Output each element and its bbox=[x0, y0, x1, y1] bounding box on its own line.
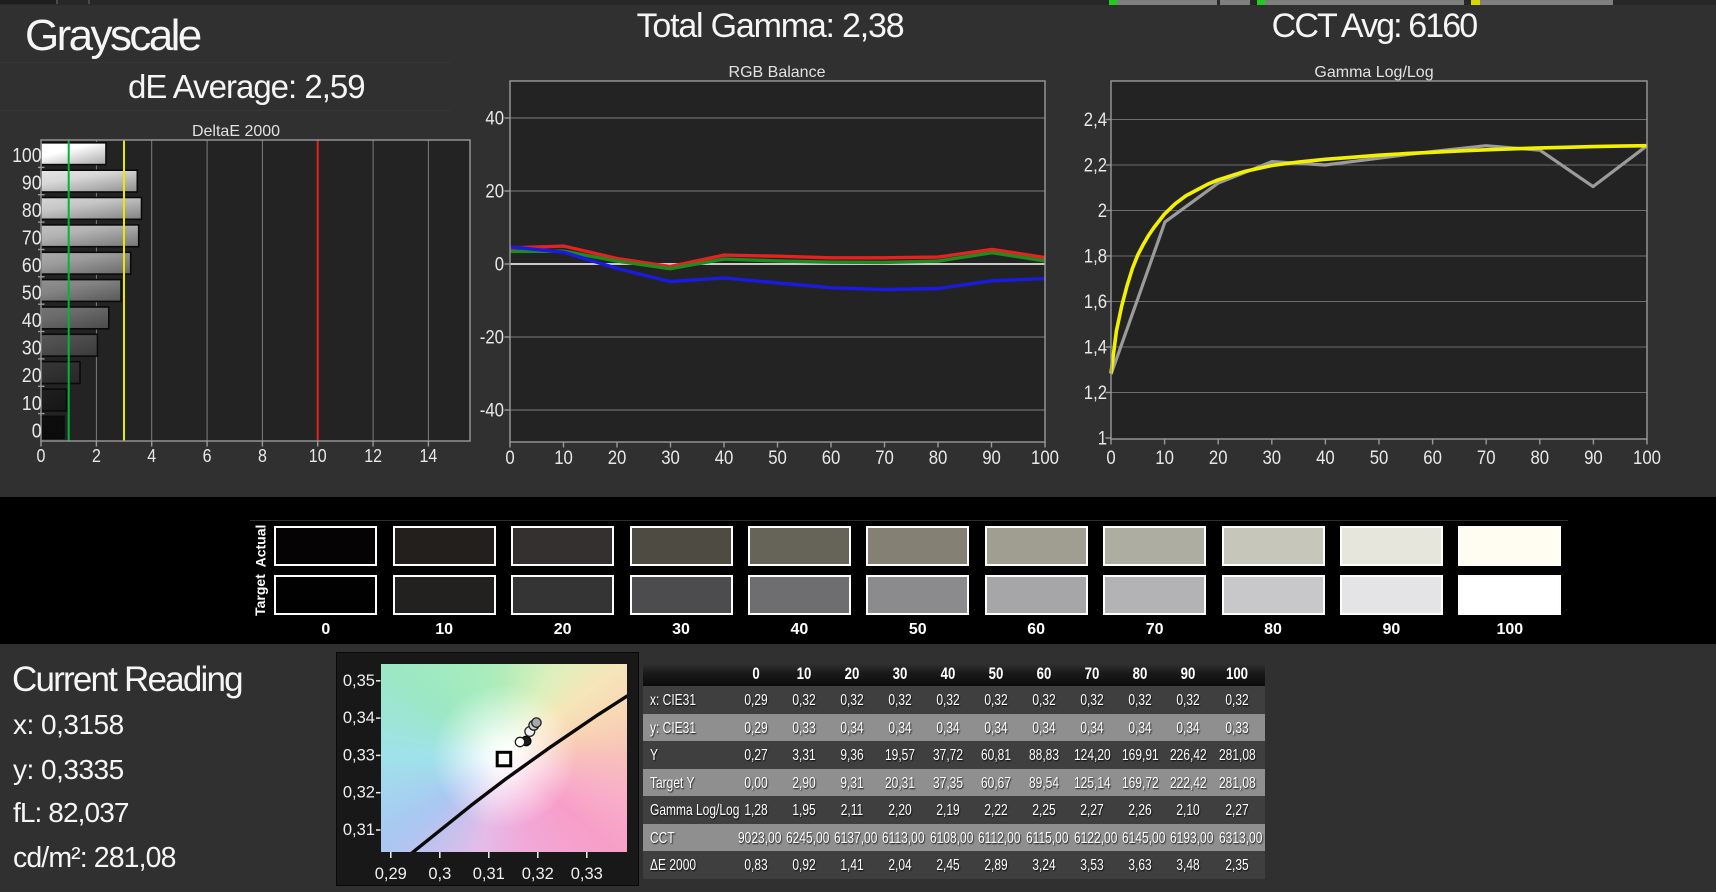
svg-text:20: 20 bbox=[1209, 448, 1228, 469]
svg-text:40: 40 bbox=[22, 310, 42, 332]
svg-text:1,4: 1,4 bbox=[1084, 338, 1108, 359]
svg-text:70: 70 bbox=[875, 448, 894, 469]
svg-text:10: 10 bbox=[1155, 448, 1174, 469]
svg-text:10: 10 bbox=[309, 446, 327, 466]
svg-text:60: 60 bbox=[22, 255, 42, 277]
svg-text:0,33: 0,33 bbox=[571, 865, 603, 883]
svg-text:10: 10 bbox=[22, 393, 42, 415]
svg-text:60: 60 bbox=[1423, 448, 1442, 469]
svg-text:Gamma Log/Log: Gamma Log/Log bbox=[1314, 64, 1433, 81]
svg-text:0,31: 0,31 bbox=[473, 865, 505, 883]
svg-text:1,6: 1,6 bbox=[1084, 292, 1107, 313]
svg-text:1,8: 1,8 bbox=[1084, 247, 1107, 268]
svg-text:90: 90 bbox=[982, 448, 1001, 469]
svg-text:1,2: 1,2 bbox=[1084, 383, 1107, 404]
svg-text:0,29: 0,29 bbox=[375, 865, 407, 883]
svg-text:100: 100 bbox=[1633, 448, 1661, 469]
svg-text:6: 6 bbox=[203, 446, 212, 466]
svg-text:0: 0 bbox=[505, 448, 514, 469]
svg-text:30: 30 bbox=[1263, 448, 1282, 469]
svg-text:2: 2 bbox=[92, 446, 101, 466]
svg-text:10: 10 bbox=[554, 448, 573, 469]
svg-text:1: 1 bbox=[1098, 429, 1107, 450]
svg-text:0,33: 0,33 bbox=[343, 746, 375, 764]
svg-text:DeltaE 2000: DeltaE 2000 bbox=[192, 123, 280, 140]
svg-text:14: 14 bbox=[420, 446, 438, 466]
svg-text:2,4: 2,4 bbox=[1084, 110, 1108, 131]
svg-text:0,3: 0,3 bbox=[428, 865, 451, 883]
svg-text:40: 40 bbox=[1316, 448, 1335, 469]
svg-text:12: 12 bbox=[364, 446, 382, 466]
svg-text:40: 40 bbox=[715, 448, 734, 469]
svg-text:90: 90 bbox=[22, 172, 42, 194]
svg-text:20: 20 bbox=[608, 448, 627, 469]
svg-text:30: 30 bbox=[661, 448, 680, 469]
svg-text:80: 80 bbox=[22, 200, 42, 222]
svg-text:30: 30 bbox=[22, 338, 42, 360]
svg-text:80: 80 bbox=[929, 448, 948, 469]
svg-text:20: 20 bbox=[22, 365, 42, 387]
svg-text:0,35: 0,35 bbox=[343, 672, 375, 690]
svg-text:0: 0 bbox=[495, 255, 504, 276]
svg-text:0: 0 bbox=[32, 420, 42, 442]
svg-text:70: 70 bbox=[1477, 448, 1496, 469]
svg-text:50: 50 bbox=[22, 283, 42, 305]
svg-text:100: 100 bbox=[12, 145, 41, 167]
svg-text:50: 50 bbox=[768, 448, 787, 469]
svg-text:4: 4 bbox=[147, 446, 156, 466]
svg-text:2: 2 bbox=[1098, 201, 1107, 222]
svg-text:-20: -20 bbox=[480, 328, 504, 349]
svg-text:40: 40 bbox=[485, 109, 504, 130]
svg-text:0: 0 bbox=[37, 446, 46, 466]
svg-text:70: 70 bbox=[22, 228, 42, 250]
svg-text:100: 100 bbox=[1031, 448, 1059, 469]
svg-text:0,32: 0,32 bbox=[343, 784, 375, 802]
svg-text:0,32: 0,32 bbox=[522, 865, 554, 883]
svg-text:2,2: 2,2 bbox=[1084, 156, 1107, 177]
svg-text:8: 8 bbox=[258, 446, 267, 466]
svg-text:50: 50 bbox=[1370, 448, 1389, 469]
svg-text:0,34: 0,34 bbox=[343, 709, 375, 727]
svg-text:80: 80 bbox=[1531, 448, 1550, 469]
svg-text:RGB Balance: RGB Balance bbox=[729, 64, 826, 81]
svg-text:90: 90 bbox=[1584, 448, 1603, 469]
svg-text:-40: -40 bbox=[480, 401, 504, 422]
svg-text:20: 20 bbox=[485, 182, 504, 203]
svg-text:60: 60 bbox=[822, 448, 841, 469]
svg-text:0,31: 0,31 bbox=[343, 821, 375, 839]
svg-text:0: 0 bbox=[1106, 448, 1115, 469]
